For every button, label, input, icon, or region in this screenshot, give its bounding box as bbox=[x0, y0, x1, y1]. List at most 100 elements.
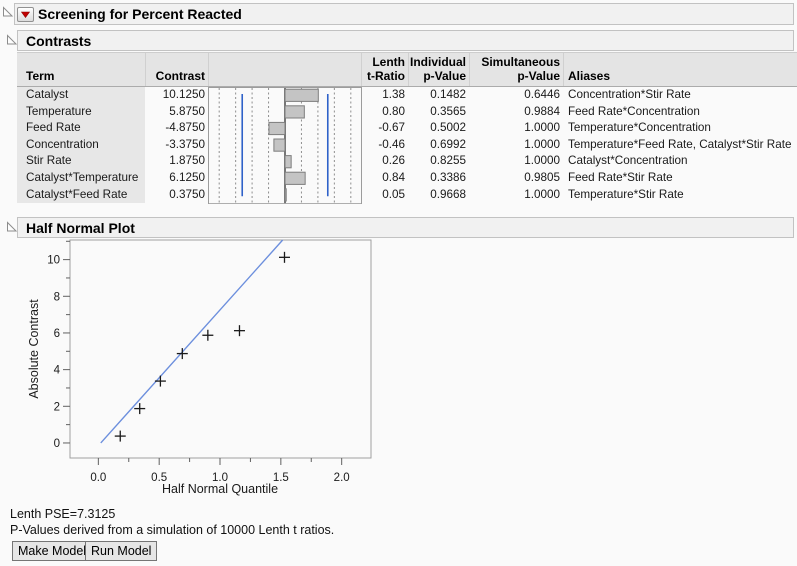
contrasts-table-row: Catalyst*Feed Rate 0.3750 0.05 0.9668 1.0000… bbox=[17, 186, 796, 204]
plot-frame bbox=[69, 239, 372, 459]
disclosure-triangle-icon-root[interactable] bbox=[2, 6, 14, 18]
lenth-t-ratio-cell: 0.05 bbox=[382, 187, 405, 201]
contrast-bar[interactable] bbox=[284, 171, 306, 185]
x-tick-label: 0.0 bbox=[90, 472, 106, 484]
simultaneous-p-value-cell: 1.0000 bbox=[524, 154, 560, 168]
data-point-marker[interactable] bbox=[278, 251, 290, 263]
term-cell: Stir Rate bbox=[17, 153, 145, 170]
column-header-contrast: Contrast bbox=[155, 69, 205, 83]
simultaneous-p-value-cell: 0.6446 bbox=[524, 88, 560, 101]
contrast-value-cell: -3.3750 bbox=[165, 137, 205, 151]
aliases-cell: Feed Rate*Stir Rate bbox=[568, 171, 673, 184]
column-header-individual-p: Individual p-Value bbox=[409, 55, 466, 83]
contrasts-table-row: Temperature 5.8750 0.80 0.3565 0.9884 Feed Ra… bbox=[17, 103, 796, 121]
contrast-bar[interactable] bbox=[284, 155, 292, 169]
contrasts-section-title: Contrasts bbox=[26, 32, 92, 49]
lenth-t-ratio-cell: 0.80 bbox=[382, 104, 405, 118]
disclosure-triangle-icon-half-normal[interactable] bbox=[6, 221, 18, 233]
contrast-bar[interactable] bbox=[284, 188, 287, 202]
term-cell: Catalyst bbox=[17, 87, 145, 104]
contrasts-table-row: Feed Rate -4.8750 -0.67 0.5002 1.0000 Tempera… bbox=[17, 120, 796, 137]
simultaneous-p-value-cell: 1.0000 bbox=[524, 187, 560, 201]
outline-header-half-normal-plot: Half Normal Plot bbox=[17, 217, 794, 238]
individual-p-value-cell: 0.3386 bbox=[430, 171, 466, 184]
report-title: Screening for Percent Reacted bbox=[38, 6, 242, 22]
term-cell: Feed Rate bbox=[17, 120, 145, 137]
term-cell: Concentration bbox=[17, 136, 145, 154]
run-model-button[interactable]: Run Model bbox=[85, 541, 158, 561]
lenth-t-ratio-cell: -0.67 bbox=[378, 121, 405, 135]
header-divider bbox=[469, 53, 470, 86]
y-tick-label: 0 bbox=[54, 438, 60, 450]
header-divider bbox=[408, 53, 409, 86]
data-point-marker[interactable] bbox=[176, 348, 188, 360]
half-normal-section-title: Half Normal Plot bbox=[26, 219, 135, 236]
term-cell: Temperature bbox=[17, 103, 145, 121]
individual-p-value-cell: 0.9668 bbox=[430, 187, 466, 201]
data-point-marker[interactable] bbox=[134, 403, 146, 415]
outline-header-contrasts: Contrasts bbox=[17, 30, 794, 51]
contrasts-table-body: Catalyst 10.1250 1.38 0.1482 0.6446 Concentra… bbox=[17, 87, 796, 204]
contrasts-table-header: Term Contrast Lenth t-Ratio Individual p… bbox=[17, 52, 797, 87]
contrast-bar[interactable] bbox=[284, 88, 319, 102]
contrast-value-cell: 5.8750 bbox=[169, 104, 205, 118]
x-tick-label: 2.0 bbox=[334, 472, 350, 484]
individual-p-value-cell: 0.8255 bbox=[430, 154, 466, 168]
individual-p-value-cell: 0.3565 bbox=[430, 104, 466, 118]
y-tick-label: 10 bbox=[47, 255, 60, 267]
y-tick-label: 8 bbox=[54, 291, 60, 303]
aliases-cell: Temperature*Concentration bbox=[568, 121, 711, 135]
contrast-value-cell: 1.8750 bbox=[169, 154, 205, 168]
red-triangle-icon bbox=[20, 11, 31, 18]
individual-p-value-cell: 0.1482 bbox=[430, 88, 466, 101]
header-divider bbox=[208, 53, 209, 86]
data-point-marker[interactable] bbox=[233, 325, 245, 337]
aliases-cell: Temperature*Stir Rate bbox=[568, 187, 684, 201]
bar-chart-frame bbox=[208, 87, 362, 204]
data-point-marker[interactable] bbox=[154, 375, 166, 387]
contrasts-table-row: Concentration -3.3750 -0.46 0.6992 1.0000 Tem… bbox=[17, 136, 796, 154]
lenth-t-ratio-cell: 0.84 bbox=[382, 171, 405, 184]
aliases-cell: Concentration*Stir Rate bbox=[568, 88, 691, 101]
simultaneous-p-value-cell: 0.9884 bbox=[524, 104, 560, 118]
y-tick-label: 4 bbox=[54, 365, 61, 377]
y-axis-label: Absolute Contrast bbox=[27, 299, 41, 399]
contrast-bar-chart bbox=[208, 87, 362, 204]
contrasts-table-row: Catalyst 10.1250 1.38 0.1482 0.6446 Concentra… bbox=[17, 87, 796, 104]
outline-header-screening: Screening for Percent Reacted bbox=[14, 3, 794, 25]
contrast-bar[interactable] bbox=[268, 121, 286, 136]
y-tick-label: 6 bbox=[54, 328, 60, 340]
lenth-pse-note: Lenth PSE=7.3125 bbox=[10, 507, 116, 521]
contrasts-table-row: Catalyst*Temperature 6.1250 0.84 0.3386 0.98… bbox=[17, 170, 796, 187]
simultaneous-p-value-cell: 1.0000 bbox=[524, 121, 560, 135]
column-header-aliases: Aliases bbox=[568, 69, 611, 83]
column-header-term: Term bbox=[26, 69, 55, 83]
disclosure-triangle-icon-contrasts[interactable] bbox=[6, 34, 18, 46]
make-model-button[interactable]: Make Model bbox=[12, 541, 93, 561]
contrast-value-cell: 6.1250 bbox=[169, 171, 205, 184]
data-point-marker[interactable] bbox=[202, 329, 214, 341]
aliases-cell: Temperature*Feed Rate, Catalyst*Stir Rat… bbox=[568, 137, 792, 151]
header-divider bbox=[361, 53, 362, 86]
lenth-t-ratio-cell: 1.38 bbox=[382, 88, 405, 101]
lenth-t-ratio-cell: -0.46 bbox=[378, 137, 405, 151]
aliases-cell: Catalyst*Concentration bbox=[568, 154, 688, 168]
contrast-bar[interactable] bbox=[273, 138, 286, 152]
data-point-marker[interactable] bbox=[114, 430, 126, 442]
column-header-simultaneous-p: Simultaneous p-Value bbox=[481, 55, 560, 83]
header-divider bbox=[145, 53, 146, 86]
column-header-lenth-t-ratio: Lenth t-Ratio bbox=[367, 55, 405, 83]
x-tick-label: 1.0 bbox=[212, 472, 228, 484]
contrasts-table-row: Stir Rate 1.8750 0.26 0.8255 1.0000 Catalyst*… bbox=[17, 153, 796, 170]
red-triangle-menu-button[interactable] bbox=[17, 6, 34, 22]
contrast-value-cell: 10.1250 bbox=[162, 88, 205, 101]
y-tick-label: 2 bbox=[54, 401, 60, 413]
header-divider bbox=[563, 53, 564, 86]
contrast-bar[interactable] bbox=[284, 105, 305, 119]
half-normal-fit-line bbox=[100, 239, 284, 444]
contrast-value-cell: 0.3750 bbox=[169, 187, 205, 201]
simultaneous-p-value-cell: 1.0000 bbox=[524, 137, 560, 151]
aliases-cell: Feed Rate*Concentration bbox=[568, 104, 700, 118]
x-axis-label: Half Normal Quantile bbox=[162, 482, 278, 496]
